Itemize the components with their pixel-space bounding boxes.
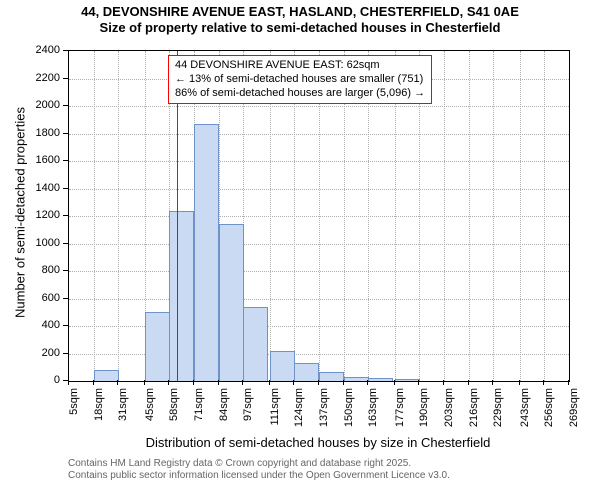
y-tick-label: 1200 <box>0 209 60 221</box>
title-line-2: Size of property relative to semi-detach… <box>0 20 600 36</box>
x-tick-mark <box>367 380 368 385</box>
x-tick-mark <box>343 380 344 385</box>
histogram-bar <box>270 351 295 381</box>
x-tick-mark <box>394 380 395 385</box>
x-tick-mark <box>193 380 194 385</box>
histogram-bar <box>395 379 420 381</box>
annotation-line: 44 DEVONSHIRE AVENUE EAST: 62sqm <box>175 59 425 73</box>
y-tick-label: 2000 <box>0 99 60 111</box>
x-tick-mark <box>418 380 419 385</box>
y-tick-mark <box>63 325 68 326</box>
y-tick-label: 1400 <box>0 182 60 194</box>
x-tick-label: 84sqm <box>218 388 230 438</box>
histogram-bar <box>243 307 268 381</box>
title-line-1: 44, DEVONSHIRE AVENUE EAST, HASLAND, CHE… <box>0 4 600 20</box>
histogram-bar <box>319 372 344 381</box>
x-tick-mark <box>519 380 520 385</box>
y-tick-mark <box>63 270 68 271</box>
gridline-v <box>469 51 470 381</box>
x-tick-mark <box>492 380 493 385</box>
y-tick-mark <box>63 160 68 161</box>
y-tick-label: 800 <box>0 264 60 276</box>
x-tick-label: 203sqm <box>443 388 455 438</box>
gridline-v <box>544 51 545 381</box>
y-tick-label: 0 <box>0 374 60 386</box>
gridline-v <box>94 51 95 381</box>
footer-line-1: Contains HM Land Registry data © Crown c… <box>68 458 450 470</box>
x-tick-label: 97sqm <box>242 388 254 438</box>
y-tick-label: 200 <box>0 347 60 359</box>
x-tick-label: 216sqm <box>468 388 480 438</box>
y-tick-label: 1000 <box>0 237 60 249</box>
x-tick-mark <box>68 380 69 385</box>
x-tick-mark <box>168 380 169 385</box>
y-tick-mark <box>63 298 68 299</box>
annotation-line: ← 13% of semi-detached houses are smalle… <box>175 73 425 87</box>
y-tick-label: 600 <box>0 292 60 304</box>
histogram-bar <box>94 370 119 381</box>
x-tick-mark <box>568 380 569 385</box>
x-tick-label: 256sqm <box>543 388 555 438</box>
y-tick-mark <box>63 133 68 134</box>
x-tick-label: 111sqm <box>269 388 281 438</box>
x-tick-label: 269sqm <box>568 388 580 438</box>
histogram-bar <box>344 377 369 381</box>
x-tick-label: 163sqm <box>367 388 379 438</box>
x-tick-mark <box>543 380 544 385</box>
x-tick-label: 31sqm <box>117 388 129 438</box>
x-tick-mark <box>242 380 243 385</box>
x-tick-mark <box>468 380 469 385</box>
x-tick-mark <box>293 380 294 385</box>
y-tick-label: 1600 <box>0 154 60 166</box>
gridline-v <box>444 51 445 381</box>
chart-container: 44, DEVONSHIRE AVENUE EAST, HASLAND, CHE… <box>0 0 600 500</box>
x-tick-label: 229sqm <box>492 388 504 438</box>
histogram-bar <box>219 224 244 381</box>
y-tick-label: 2400 <box>0 44 60 56</box>
y-tick-mark <box>63 243 68 244</box>
gridline-v <box>118 51 119 381</box>
x-tick-label: 18sqm <box>93 388 105 438</box>
x-tick-label: 150sqm <box>343 388 355 438</box>
x-tick-label: 177sqm <box>394 388 406 438</box>
histogram-bar <box>294 363 319 381</box>
y-tick-mark <box>63 50 68 51</box>
x-tick-label: 124sqm <box>293 388 305 438</box>
y-tick-mark <box>63 188 68 189</box>
histogram-bar <box>169 211 194 382</box>
x-tick-mark <box>443 380 444 385</box>
y-tick-mark <box>63 78 68 79</box>
x-tick-mark <box>117 380 118 385</box>
x-tick-label: 243sqm <box>519 388 531 438</box>
gridline-v <box>493 51 494 381</box>
x-tick-label: 190sqm <box>418 388 430 438</box>
y-tick-label: 2200 <box>0 72 60 84</box>
x-tick-label: 58sqm <box>168 388 180 438</box>
x-tick-mark <box>144 380 145 385</box>
gridline-v <box>520 51 521 381</box>
x-tick-label: 137sqm <box>318 388 330 438</box>
x-tick-mark <box>93 380 94 385</box>
x-tick-mark <box>318 380 319 385</box>
x-tick-label: 5sqm <box>68 388 80 438</box>
annotation-line: 86% of semi-detached houses are larger (… <box>175 87 425 101</box>
histogram-bar <box>145 312 170 381</box>
x-tick-label: 45sqm <box>144 388 156 438</box>
x-tick-label: 71sqm <box>193 388 205 438</box>
y-tick-mark <box>63 105 68 106</box>
footer-attribution: Contains HM Land Registry data © Crown c… <box>68 458 450 482</box>
x-tick-mark <box>218 380 219 385</box>
footer-line-2: Contains public sector information licen… <box>68 470 450 482</box>
histogram-bar <box>368 378 393 381</box>
x-tick-mark <box>269 380 270 385</box>
annotation-box: 44 DEVONSHIRE AVENUE EAST: 62sqm← 13% of… <box>168 55 432 104</box>
y-tick-mark <box>63 215 68 216</box>
title-block: 44, DEVONSHIRE AVENUE EAST, HASLAND, CHE… <box>0 4 600 35</box>
y-tick-mark <box>63 353 68 354</box>
y-tick-label: 400 <box>0 319 60 331</box>
histogram-bar <box>194 124 219 381</box>
y-tick-label: 1800 <box>0 127 60 139</box>
